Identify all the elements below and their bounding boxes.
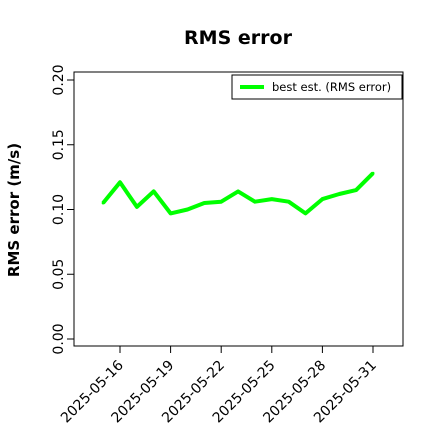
data-point — [354, 188, 358, 192]
data-point — [320, 197, 324, 201]
y-tick-label: 0.10 — [51, 194, 67, 225]
plot-frame — [73, 71, 404, 347]
data-point — [135, 205, 139, 209]
data-point — [219, 200, 223, 204]
y-axis-label: RMS error (m/s) — [5, 143, 23, 277]
legend-label: best est. (RMS error) — [272, 80, 391, 94]
series-line — [101, 171, 375, 216]
data-point — [236, 189, 240, 193]
data-point — [202, 201, 206, 205]
series-layer — [101, 171, 375, 216]
data-point — [304, 211, 308, 215]
chart-title: RMS error — [184, 27, 293, 49]
x-axis: 2025-05-162025-05-192025-05-222025-05-25… — [58, 346, 380, 426]
y-axis: 0.00 0.05 0.10 0.15 0.20 — [51, 64, 74, 355]
data-point — [169, 211, 173, 215]
data-point — [253, 200, 257, 204]
y-tick-label: 0.15 — [51, 129, 67, 160]
data-point — [152, 189, 156, 193]
legend: best est. (RMS error) — [231, 74, 403, 100]
y-tick-label: 0.20 — [51, 64, 67, 95]
data-point — [371, 171, 375, 175]
data-point — [287, 200, 291, 204]
data-point — [270, 197, 274, 201]
data-point — [185, 208, 189, 211]
data-point — [337, 192, 341, 196]
data-point — [101, 201, 105, 205]
y-tick-label: 0.00 — [51, 323, 67, 354]
y-tick-label: 0.05 — [51, 259, 67, 290]
data-point — [118, 180, 122, 184]
